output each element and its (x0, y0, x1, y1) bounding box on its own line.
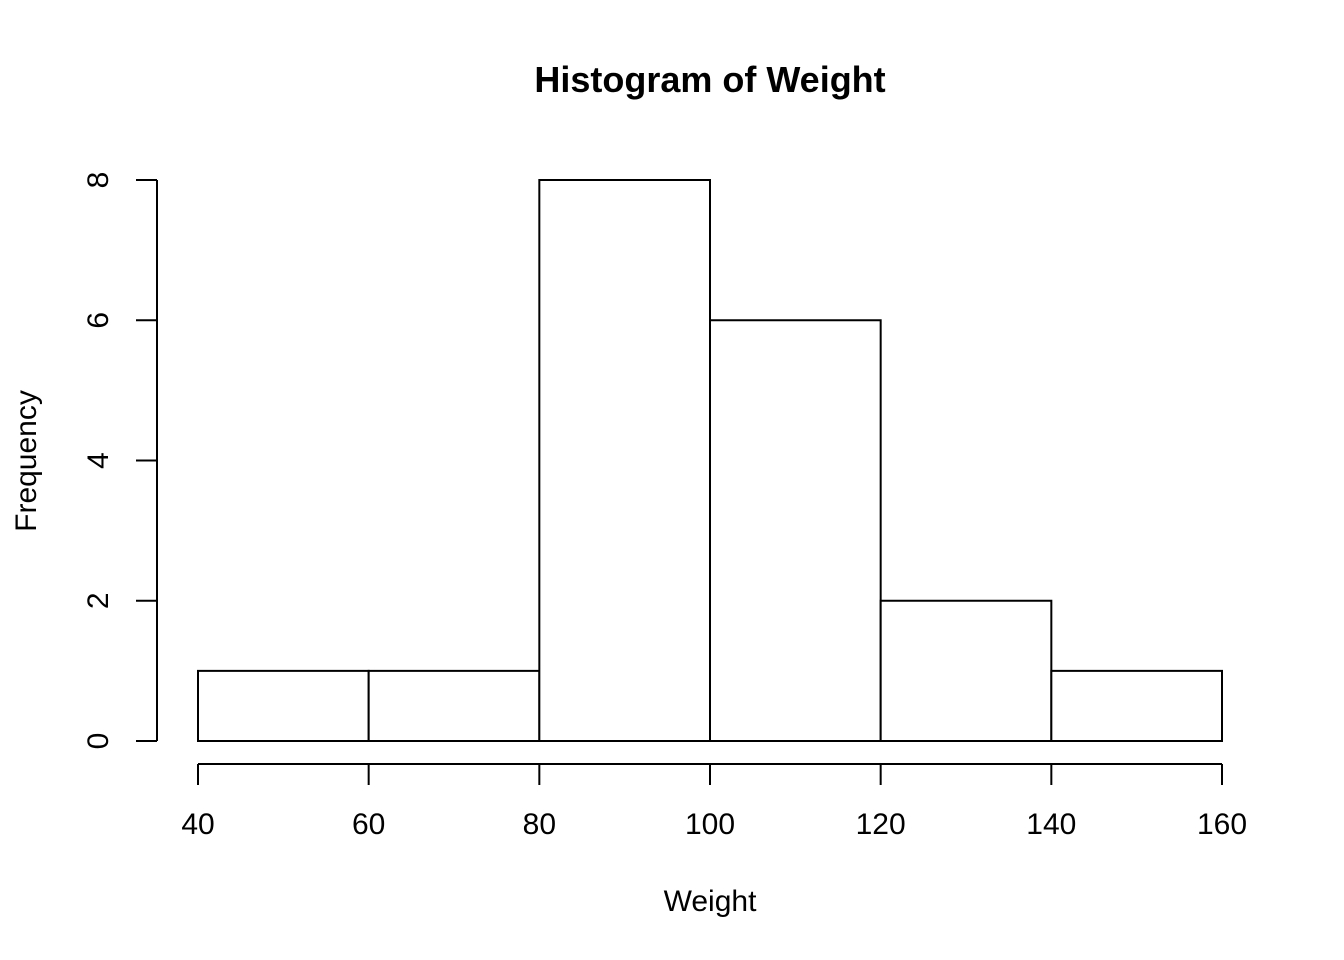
x-axis-label: Weight (664, 885, 757, 918)
y-tick-label-3: 6 (82, 312, 115, 329)
histogram-bar-4 (879, 599, 1053, 742)
y-tick-label-4: 8 (82, 172, 115, 189)
histogram-bar-5 (1050, 669, 1224, 742)
x-tick-label-3: 100 (685, 808, 735, 841)
chart-title: Histogram of Weight (534, 59, 885, 100)
x-tick-label-6: 160 (1197, 808, 1247, 841)
x-tick-label-2: 80 (523, 808, 556, 841)
bars-group (197, 179, 1224, 742)
x-tick-label-5: 140 (1026, 808, 1076, 841)
histogram-bar-3 (709, 319, 882, 742)
histogram-bar-1 (367, 669, 541, 742)
y-tick-label-2: 4 (82, 452, 115, 469)
x-tick-label-1: 60 (352, 808, 385, 841)
y-axis: 0 2 4 6 8 (82, 172, 158, 750)
y-tick-label-0: 0 (82, 733, 115, 750)
histogram-bar-0 (197, 669, 370, 742)
x-axis: 40 60 80 100 120 140 160 (181, 763, 1247, 841)
y-tick-label-1: 2 (82, 592, 115, 609)
x-tick-label-0: 40 (181, 808, 214, 841)
x-tick-label-4: 120 (856, 808, 906, 841)
y-axis-label: Frequency (10, 390, 43, 532)
histogram-bar-2 (538, 179, 711, 742)
